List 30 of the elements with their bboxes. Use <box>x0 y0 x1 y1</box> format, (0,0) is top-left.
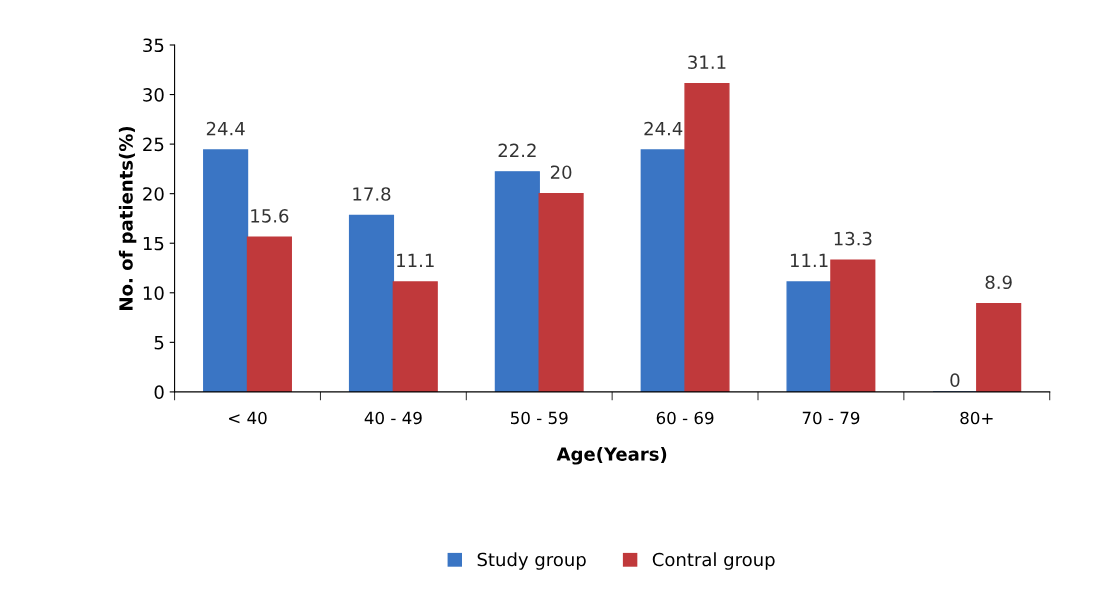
data-label: 24.4 <box>644 121 683 136</box>
x-tick-label: 50 - 59 <box>511 411 568 425</box>
legend-label: Contral group <box>652 552 775 570</box>
data-label: 17.8 <box>353 187 391 201</box>
x-tick-label: 40 - 49 <box>364 411 422 425</box>
y-tick-label: 25 <box>143 137 164 152</box>
y-tick-label: 20 <box>143 187 164 201</box>
x-tick-label: 70 - 79 <box>802 411 860 425</box>
y-tick-label: 10 <box>143 286 164 300</box>
y-axis-title: No. of patients(%) <box>118 126 137 310</box>
y-tick-label: 15 <box>143 236 164 251</box>
data-label: 11.1 <box>397 253 434 268</box>
y-tick-label: 0 <box>154 385 164 400</box>
x-tick-label: < 40 <box>229 411 267 425</box>
legend-label: Study group <box>477 552 586 570</box>
x-tick-label: 60 - 69 <box>656 411 714 425</box>
y-tick-label: 35 <box>143 38 164 53</box>
data-label: 31.1 <box>688 55 726 70</box>
data-label: 0 <box>950 373 960 388</box>
y-tick-label: 30 <box>143 88 164 102</box>
data-label: 11.1 <box>790 253 828 268</box>
data-label: 15.6 <box>251 209 289 223</box>
data-label: 24.4 <box>206 121 245 136</box>
y-tick-label: 5 <box>154 336 164 350</box>
data-label: 8.9 <box>985 275 1012 290</box>
x-tick-label: 80+ <box>960 411 993 425</box>
data-label: 22.2 <box>498 143 536 157</box>
data-label: 20 <box>550 165 572 180</box>
data-label: 13.3 <box>834 231 872 246</box>
x-axis-title: Age(Years) <box>556 446 667 465</box>
